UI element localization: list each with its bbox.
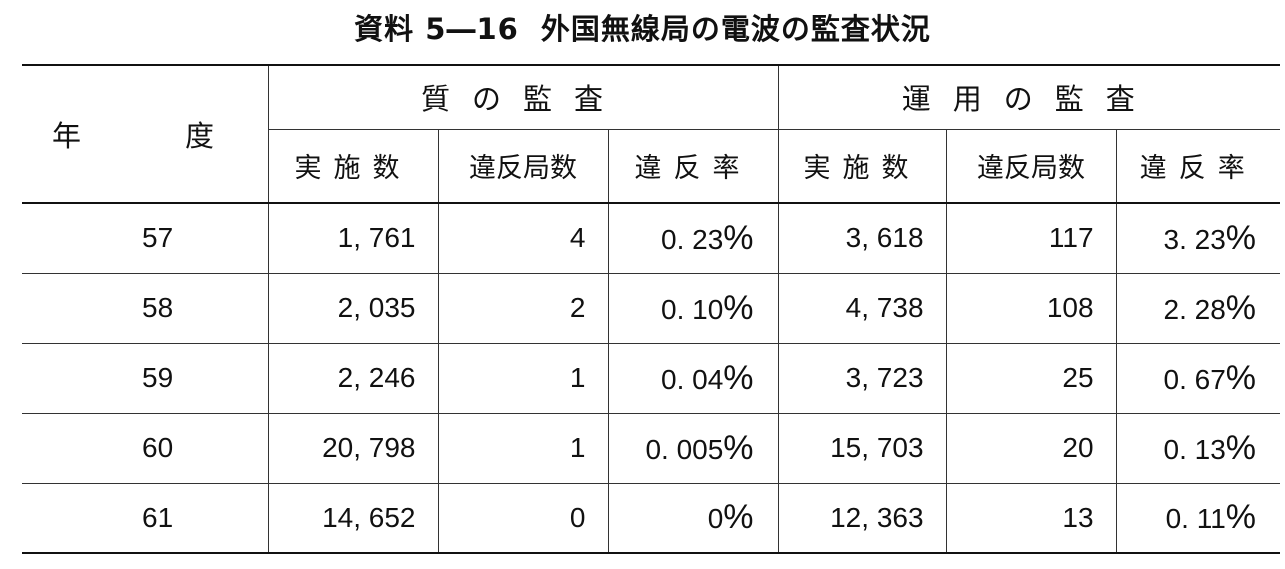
rate-value: 0. 10 <box>661 293 724 325</box>
rate-value: 0. 005 <box>645 433 724 465</box>
operation-violations-cell: 117 <box>946 203 1117 274</box>
rate-value: 0. 13 <box>1163 433 1226 465</box>
percent-sign: % <box>723 288 754 327</box>
rate-value: 3. 23 <box>1163 223 1226 255</box>
title-text: 外国無線局の電波の監査状況 <box>540 12 931 46</box>
audit-table: 年度 質の監査 運用の監査 実施数 違反局数 違反率 実施数 違反局数 違反率 … <box>22 64 1281 554</box>
operation-rate-cell: 0. 67% <box>1116 343 1281 414</box>
quality-count-cell: 1, 761 <box>268 203 439 274</box>
percent-sign: % <box>723 498 754 537</box>
header-row-columns: 実施数 違反局数 違反率 実施数 違反局数 違反率 <box>22 129 1281 204</box>
operation-count-cell: 3, 618 <box>778 203 947 274</box>
operation-rate-cell: 0. 11% <box>1116 483 1281 554</box>
percent-sign: % <box>723 218 754 257</box>
percent-sign: % <box>1225 288 1257 327</box>
operation-count-header: 実施数 <box>778 129 947 204</box>
quality-rate-cell: 0. 10% <box>608 273 779 344</box>
operation-count-cell: 12, 363 <box>778 483 947 554</box>
quality-count-cell: 14, 652 <box>268 483 439 554</box>
year-header-label-2: 度 <box>185 119 215 153</box>
operation-violations-header: 違反局数 <box>946 129 1117 204</box>
quality-rate-cell: 0. 005% <box>608 413 779 484</box>
operation-rate-header: 違反率 <box>1116 129 1281 204</box>
header-row-groups: 年度 質の監査 運用の監査 <box>22 64 1281 204</box>
quality-violations-cell: 2 <box>438 273 609 344</box>
rate-value: 0. 04 <box>661 363 724 395</box>
quality-count-header: 実施数 <box>268 129 439 204</box>
percent-sign: % <box>1225 358 1257 397</box>
rate-value: 0. 67 <box>1163 363 1226 395</box>
operation-violations-cell: 20 <box>946 413 1117 484</box>
percent-sign: % <box>1225 498 1257 537</box>
operation-audit-header: 運用の監査 <box>778 64 1281 130</box>
year-cell: 57 <box>22 203 269 274</box>
table-row: 60 20, 798 1 0. 005% 15, 703 20 0. 13% <box>22 413 1281 484</box>
quality-count-cell: 20, 798 <box>268 413 439 484</box>
percent-sign: % <box>1225 218 1257 257</box>
year-cell: 59 <box>22 343 269 414</box>
year-cell: 58 <box>22 273 269 344</box>
percent-sign: % <box>723 358 754 397</box>
operation-rate-cell: 0. 13% <box>1116 413 1281 484</box>
rate-value: 0. 23 <box>661 223 724 255</box>
operation-violations-cell: 25 <box>946 343 1117 414</box>
quality-violations-cell: 4 <box>438 203 609 274</box>
table-row: 57 1, 761 4 0. 23% 3, 618 117 3. 23% <box>22 203 1281 274</box>
percent-sign: % <box>1225 428 1257 467</box>
title-prefix: 資料 5―16 <box>354 12 519 46</box>
quality-violations-cell: 0 <box>438 483 609 554</box>
operation-rate-cell: 3. 23% <box>1116 203 1281 274</box>
percent-sign: % <box>723 428 754 467</box>
rate-value: 0 <box>707 503 724 535</box>
operation-violations-cell: 108 <box>946 273 1117 344</box>
page-title: 資料 5―16 外国無線局の電波の監査状況 <box>0 6 1285 48</box>
table-row: 61 14, 652 0 0% 12, 363 13 0. 11% <box>22 483 1281 554</box>
rate-value: 0. 11 <box>1165 503 1226 535</box>
quality-rate-cell: 0% <box>608 483 779 554</box>
quality-violations-cell: 1 <box>438 413 609 484</box>
year-cell: 60 <box>22 413 269 484</box>
quality-rate-header: 違反率 <box>608 129 779 204</box>
quality-count-cell: 2, 246 <box>268 343 439 414</box>
year-cell: 61 <box>22 483 269 554</box>
quality-rate-cell: 0. 04% <box>608 343 779 414</box>
operation-violations-cell: 13 <box>946 483 1117 554</box>
operation-count-cell: 4, 738 <box>778 273 947 344</box>
quality-violations-cell: 1 <box>438 343 609 414</box>
rate-value: 2. 28 <box>1163 293 1226 325</box>
table-row: 59 2, 246 1 0. 04% 3, 723 25 0. 67% <box>22 343 1281 414</box>
year-header-label-1: 年 <box>52 119 82 153</box>
quality-count-cell: 2, 035 <box>268 273 439 344</box>
operation-count-cell: 3, 723 <box>778 343 947 414</box>
operation-count-cell: 15, 703 <box>778 413 947 484</box>
year-header: 年度 <box>22 64 269 204</box>
quality-violations-header: 違反局数 <box>438 129 609 204</box>
table-row: 58 2, 035 2 0. 10% 4, 738 108 2. 28% <box>22 273 1281 344</box>
quality-rate-cell: 0. 23% <box>608 203 779 274</box>
operation-rate-cell: 2. 28% <box>1116 273 1281 344</box>
quality-audit-header: 質の監査 <box>268 64 779 130</box>
